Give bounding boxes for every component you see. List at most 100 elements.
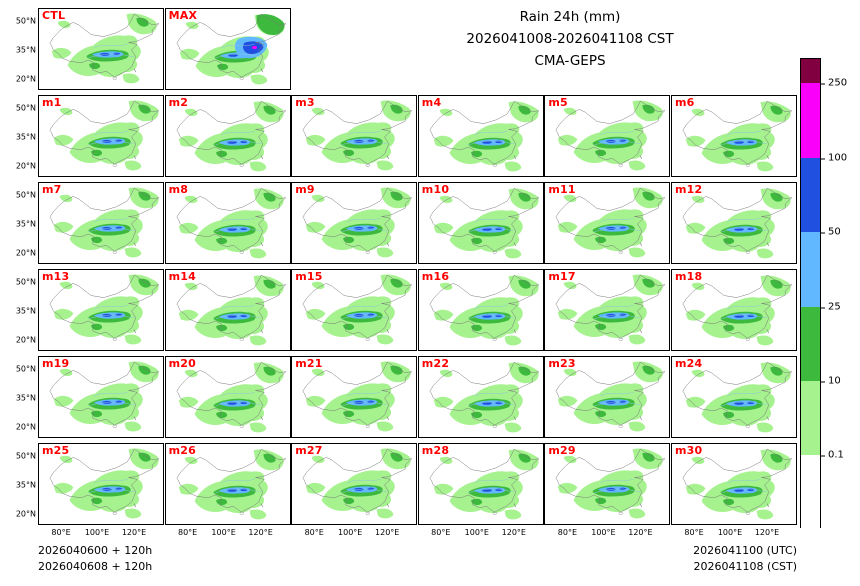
y-tick-label: 20°N: [15, 248, 36, 258]
china-precip-map: [165, 444, 290, 524]
colorbar-tick-label: 10: [821, 375, 841, 387]
panel-label: m4: [421, 96, 442, 109]
china-precip-map: [672, 96, 796, 176]
panel-label: m11: [548, 183, 576, 196]
y-tick-label: 50°N: [15, 277, 36, 287]
y-tick-label: 20°N: [15, 509, 36, 519]
china-precip-map: [39, 9, 163, 89]
panel-m4: m4: [417, 95, 544, 177]
panel-m10: m10: [417, 182, 544, 264]
panel-m27: m27 80°E 100°E 120°E: [291, 443, 418, 537]
x-tick-label: 80°E: [684, 528, 704, 537]
panel-label: CTL: [42, 9, 66, 22]
panel-label: m26: [168, 444, 196, 457]
panel-label: m16: [421, 270, 450, 283]
panel-label: m15: [295, 270, 323, 283]
x-tick-label: 100°E: [591, 528, 616, 537]
panel-m2: m2: [164, 95, 291, 177]
china-precip-map: [39, 183, 163, 263]
panel-m17: m17: [544, 269, 671, 351]
init-time-line-2: 2026040608 + 120h: [38, 560, 153, 573]
y-tick-label: 50°N: [15, 103, 36, 113]
panel-label: m24: [675, 357, 703, 370]
x-tick-label: 120°E: [375, 528, 400, 537]
x-tick-label: 100°E: [464, 528, 489, 537]
china-precip-map: [545, 444, 670, 524]
china-precip-map: [418, 357, 543, 437]
panel-m30: m30 80°E 100°E 120°E: [671, 443, 797, 537]
y-tick-label: 35°N: [15, 45, 36, 55]
panel-m13: m13 50°N 35°N 20°N: [16, 269, 164, 351]
panel-label: m1: [42, 96, 62, 109]
panel-m9: m9: [291, 182, 418, 264]
china-precip-map: [292, 96, 417, 176]
china-precip-map: [292, 444, 417, 524]
colorbar-segment-1: [801, 83, 820, 158]
colorbar-tick-label: 250: [820, 77, 848, 89]
panel-label: m13: [42, 270, 70, 283]
panel-m20: m20: [164, 356, 291, 438]
valid-time-info: 2026041100 (UTC) 2026041108 (CST): [693, 543, 797, 575]
colorbar: 250 100 50 25 10 0.1: [800, 58, 847, 529]
panel-m11: m11: [544, 182, 671, 264]
china-precip-map: [292, 183, 417, 263]
china-precip-map: [165, 9, 290, 89]
panel-label: m28: [421, 444, 450, 457]
x-tick-label: 120°E: [628, 528, 653, 537]
panel-label: m25: [42, 444, 70, 457]
panel-label: m2: [168, 96, 189, 109]
x-tick-label: 120°E: [248, 528, 273, 537]
title-line-variable: Rain 24h (mm): [519, 9, 621, 25]
panel-label: m14: [168, 270, 196, 283]
y-tick-label: 20°N: [15, 161, 36, 171]
panel-m1: m1 50°N 35°N 20°N: [16, 95, 164, 177]
x-tick-label: 80°E: [431, 528, 451, 537]
init-time-line-1: 2026040600 + 120h: [38, 544, 153, 557]
panel-label: MAX: [168, 9, 198, 22]
panel-label: m12: [675, 183, 703, 196]
china-precip-map: [672, 357, 796, 437]
panel-label: m27: [295, 444, 323, 457]
panel-label: m21: [295, 357, 323, 370]
panel-m6: m6: [671, 95, 797, 177]
panel-label: m5: [548, 96, 568, 109]
panel-m15: m15: [291, 269, 418, 351]
colorbar-tick-label: 100: [820, 152, 848, 164]
y-tick-label: 35°N: [15, 132, 36, 142]
y-tick-label: 35°N: [15, 306, 36, 316]
y-tick-label: 50°N: [15, 16, 36, 26]
panel-m16: m16: [417, 269, 544, 351]
china-precip-map: [39, 96, 163, 176]
panel-m3: m3: [291, 95, 418, 177]
colorbar-tick-label: 0.1: [821, 449, 844, 461]
china-precip-map: [672, 183, 796, 263]
y-tick-label: 35°N: [15, 480, 36, 490]
title-line-model: CMA-GEPS: [534, 53, 606, 69]
valid-time-line-2: 2026041108 (CST): [693, 560, 797, 573]
panel-m26: m26 80°E 100°E 120°E: [164, 443, 291, 537]
x-tick-label: 100°E: [211, 528, 236, 537]
colorbar-segment-3: [801, 232, 820, 307]
panel-label: m19: [42, 357, 70, 370]
x-tick-label: 100°E: [84, 528, 110, 537]
panel-m28: m28 80°E 100°E 120°E: [417, 443, 544, 537]
y-tick-label: 20°N: [15, 74, 36, 84]
x-tick-label: 120°E: [754, 528, 780, 537]
x-tick-label: 80°E: [557, 528, 578, 537]
x-tick-label: 80°E: [304, 528, 324, 537]
colorbar-segment-2: [801, 158, 820, 232]
panel-m7: m7 50°N 35°N 20°N: [16, 182, 164, 264]
panel-m18: m18: [671, 269, 797, 351]
china-precip-map: [545, 183, 670, 263]
panel-label: m10: [421, 183, 450, 196]
china-precip-map: [418, 270, 543, 350]
panel-label: m20: [168, 357, 196, 370]
colorbar-segment-0: [801, 59, 820, 83]
valid-time-line-1: 2026041100 (UTC): [693, 544, 797, 557]
panel-m21: m21: [291, 356, 418, 438]
china-precip-map: [418, 444, 543, 524]
panel-m12: m12: [671, 182, 797, 264]
panel-label: m22: [421, 357, 450, 370]
y-tick-label: 35°N: [15, 219, 36, 229]
china-precip-map: [292, 270, 417, 350]
